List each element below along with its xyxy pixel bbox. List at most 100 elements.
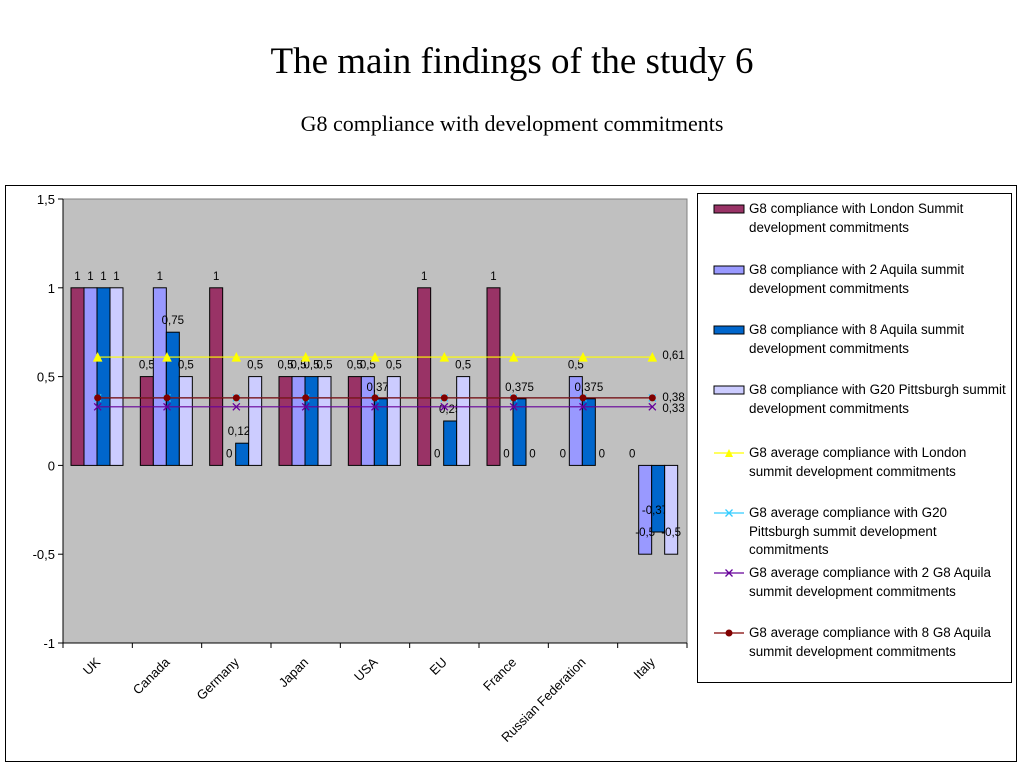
legend-item: G8 compliance with 2 Aquila summit devel…	[712, 261, 1008, 298]
data-label: 1	[100, 271, 106, 283]
data-label: 0	[529, 448, 535, 460]
line-marker	[163, 402, 171, 411]
y-tick-label: 1	[48, 281, 55, 296]
data-label: 0,5	[455, 360, 471, 372]
legend-key	[712, 263, 746, 277]
line-marker	[232, 402, 241, 411]
line-end-label: 0,33	[662, 403, 684, 415]
line-marker	[232, 394, 240, 402]
legend-label: G8 compliance with 8 Aquila summit devel…	[749, 322, 965, 356]
data-label: 0,5	[247, 360, 263, 372]
x-tick-label: Canada	[130, 654, 173, 697]
bar	[317, 376, 332, 466]
data-label: 0,5	[386, 360, 402, 372]
legend-label: G8 compliance with 2 Aquila summit devel…	[749, 262, 965, 296]
legend-label: G8 average compliance with 8 G8 Aquila s…	[749, 625, 991, 659]
line-marker	[92, 351, 103, 362]
bar	[651, 464, 666, 533]
data-label: 0,5	[347, 360, 363, 372]
legend-item: G8 average compliance with London summit…	[712, 444, 1008, 481]
line-marker	[648, 394, 656, 402]
y-tick-label: 0,5	[37, 370, 55, 385]
bar	[291, 376, 306, 466]
line-marker	[163, 394, 171, 402]
data-label: -0,5	[661, 527, 681, 539]
line-marker	[371, 402, 379, 411]
line-marker	[370, 351, 380, 362]
data-label: 1	[157, 271, 163, 283]
data-label: 0	[434, 448, 440, 460]
bar	[512, 398, 527, 466]
data-label: 1	[87, 271, 93, 283]
line-marker	[579, 394, 587, 402]
data-label: 0,5	[568, 360, 584, 372]
bar	[209, 287, 224, 466]
data-label: 0	[503, 448, 509, 460]
x-tick-label: France	[480, 655, 519, 694]
data-label: 0	[629, 448, 635, 460]
legend-label: G8 compliance with London Summit develop…	[749, 201, 964, 235]
y-tick-label: 0	[48, 458, 55, 473]
data-label: 1	[421, 271, 427, 283]
bar	[83, 287, 98, 466]
data-label: 0	[226, 448, 232, 460]
line-marker	[302, 394, 310, 402]
bar	[304, 376, 319, 466]
data-label: 0,5	[291, 360, 307, 372]
line-marker	[578, 351, 588, 362]
legend-key	[712, 506, 746, 520]
data-label: 0,5	[178, 360, 194, 372]
line-marker	[371, 394, 379, 402]
y-tick-label: -0,5	[33, 547, 55, 562]
legend-key	[712, 323, 746, 337]
line-marker	[162, 351, 172, 362]
x-tick-label: Italy	[630, 654, 658, 682]
data-label: 0,5	[304, 360, 320, 372]
bar	[581, 398, 596, 466]
line-marker	[440, 394, 448, 402]
bar	[178, 376, 193, 466]
data-label: 1	[113, 271, 119, 283]
page-subtitle: G8 compliance with development commitmen…	[300, 111, 724, 136]
legend-item: G8 compliance with London Summit develop…	[712, 200, 1008, 237]
x-tick-label: UK	[80, 654, 104, 678]
line-end-label: 0,38	[662, 392, 684, 404]
data-label: -0,5	[635, 527, 655, 539]
x-tick-label: Japan	[276, 655, 312, 691]
bar	[235, 442, 250, 466]
line-end-label: 0,61	[662, 350, 684, 362]
data-label: 1	[74, 271, 80, 283]
legend-key	[712, 626, 746, 640]
line-marker	[509, 402, 518, 411]
line-marker	[579, 402, 587, 411]
bar	[443, 420, 458, 466]
chart-legend: G8 compliance with London Summit develop…	[697, 193, 1012, 683]
legend-item: G8 compliance with G20 Pittsburgh summit…	[712, 381, 1008, 418]
bar	[486, 287, 501, 466]
bar	[248, 376, 263, 466]
line-marker	[440, 402, 449, 411]
line-marker	[648, 402, 657, 411]
data-label: 0	[560, 448, 566, 460]
data-label: 1	[213, 271, 219, 283]
data-label: 0,75	[162, 315, 184, 327]
legend-label: G8 average compliance with London summit…	[749, 445, 967, 479]
legend-label: G8 average compliance with 2 G8 Aquila s…	[749, 565, 991, 599]
x-tick-label: Germany	[194, 654, 243, 703]
chart-svg: 1,5 1 0,5 0 -0,5 -1 UK Canada Germany Japan USA EU F…	[33, 192, 688, 745]
x-tick-label: EU	[427, 655, 450, 678]
y-tick-label: 1,5	[37, 192, 55, 207]
line-marker	[510, 394, 518, 402]
y-tick-label: -1	[43, 636, 55, 651]
bar	[417, 287, 432, 466]
line-marker	[647, 351, 658, 362]
legend-key	[712, 383, 746, 397]
line-marker	[94, 394, 102, 402]
bar	[109, 287, 124, 466]
legend-label: G8 compliance with G20 Pittsburgh summit…	[749, 382, 1006, 416]
page-title: The main findings of the study 6	[270, 41, 754, 82]
data-label: 0,5	[139, 360, 155, 372]
data-label: 0	[599, 448, 605, 460]
bar	[96, 287, 111, 466]
legend-key	[712, 202, 746, 216]
